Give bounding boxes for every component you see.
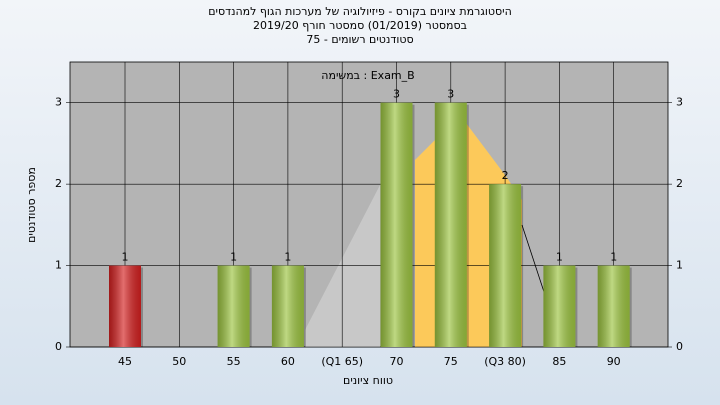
x-tick-label: 45 — [118, 355, 132, 368]
chart-subtitle: סטודנטים רשומים - 75 — [306, 33, 413, 46]
x-tick-label: 55 — [227, 355, 241, 368]
y-axis-label: מספר סטודנטים — [25, 167, 38, 243]
y-tick-label: 1 — [55, 259, 62, 272]
chart-title: היסטוגרמת ציונים בקורס - פיזיולוגיה של מ… — [208, 5, 512, 18]
bar-shine — [543, 265, 576, 347]
x-tick-label: 75 — [444, 355, 458, 368]
x-tick-label: 60 — [281, 355, 295, 368]
bar-shine — [109, 265, 141, 347]
y2-tick-label: 0 — [676, 340, 683, 353]
annotation: במשימה : Exam_B — [321, 69, 414, 82]
x-tick-label: (Q3 80) — [484, 355, 526, 368]
y-tick-label: 2 — [55, 177, 62, 190]
data-label: 3 — [447, 88, 454, 101]
bar-shine — [434, 102, 467, 347]
y-tick-label: 0 — [55, 340, 62, 353]
y2-tick-label: 1 — [676, 259, 683, 272]
x-tick-label: 70 — [390, 355, 404, 368]
x-tick-label: 90 — [607, 355, 621, 368]
y2-tick-label: 3 — [676, 96, 683, 109]
distribution-line — [521, 224, 546, 296]
bar-shine — [217, 265, 250, 347]
data-label: 1 — [284, 251, 291, 264]
bar-shine — [597, 265, 630, 347]
x-axis-label: טווח ציונים — [343, 374, 393, 387]
y-tick-label: 3 — [55, 96, 62, 109]
data-label: 1 — [122, 251, 129, 264]
y2-tick-label: 2 — [676, 177, 683, 190]
data-label: 2 — [502, 169, 509, 182]
x-tick-label: (Q1 65) — [321, 355, 363, 368]
data-label: 1 — [610, 251, 617, 264]
data-label: 1 — [230, 251, 237, 264]
data-label: 1 — [556, 251, 563, 264]
bar-shine — [380, 102, 413, 347]
bar-shine — [489, 184, 522, 347]
chart-subtitle: בסמסטר (01/2019) סמסטר חורף 2019/20 — [253, 19, 467, 32]
data-label: 3 — [393, 88, 400, 101]
x-tick-label: 85 — [552, 355, 566, 368]
bar-shine — [271, 265, 304, 347]
x-tick-label: 50 — [172, 355, 186, 368]
